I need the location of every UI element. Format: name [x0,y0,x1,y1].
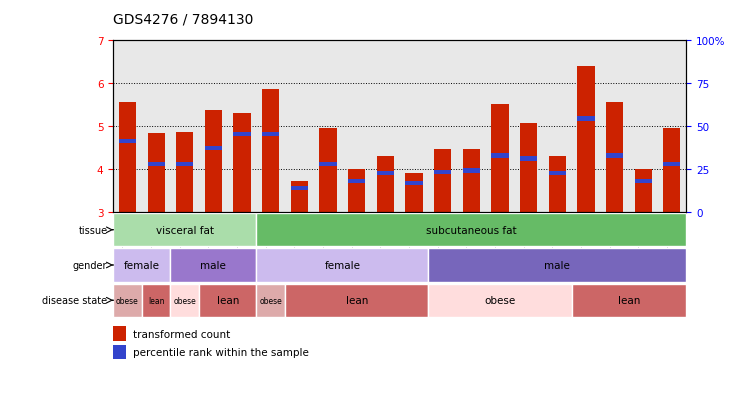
Bar [429,249,686,282]
Bar [405,181,423,186]
Bar [113,249,171,282]
Bar [176,162,193,166]
Text: obese: obese [116,296,139,305]
Bar [664,129,680,213]
Bar [577,117,594,121]
Bar [256,214,686,247]
Bar [256,284,285,317]
Text: lean: lean [618,295,640,306]
Bar [256,249,429,282]
Bar [119,102,136,213]
Bar [205,111,222,213]
Bar [463,169,480,173]
Bar [113,214,256,247]
Bar [291,181,308,213]
Bar [285,284,429,317]
Bar [262,89,280,213]
Bar [348,180,365,184]
Bar [113,345,126,359]
Text: transformed count: transformed count [134,329,231,339]
Text: lean: lean [345,295,368,306]
Bar [171,249,256,282]
Bar [348,170,365,213]
Bar [234,114,250,213]
Bar [320,162,337,166]
Bar [434,171,451,175]
Text: obese: obese [174,296,196,305]
Text: gender: gender [73,260,107,271]
Bar [119,140,136,144]
Bar [113,284,142,317]
Text: male: male [545,260,570,271]
Bar [634,180,652,184]
Bar [520,123,537,213]
Text: visceral fat: visceral fat [155,225,214,235]
Text: male: male [201,260,226,271]
Bar [234,133,250,137]
Bar [113,326,126,341]
Bar [171,284,199,317]
Bar [549,171,566,176]
Bar [291,187,308,191]
Bar [664,163,680,167]
Bar [606,102,623,213]
Bar [491,105,509,213]
Bar [377,156,394,213]
Text: subcutaneous fat: subcutaneous fat [426,225,517,235]
Text: female: female [124,260,160,271]
Bar [176,133,193,213]
Bar [520,157,537,161]
Bar [377,171,394,176]
Bar [262,133,280,137]
Text: lean: lean [217,295,239,306]
Text: percentile rank within the sample: percentile rank within the sample [134,347,309,357]
Bar [147,133,165,213]
Bar [205,146,222,151]
Bar [320,129,337,213]
Text: GDS4276 / 7894130: GDS4276 / 7894130 [113,12,253,26]
Text: obese: obese [484,295,515,306]
Bar [491,154,509,158]
Bar [577,67,594,213]
Bar [634,169,652,213]
Bar [147,163,165,167]
Text: female: female [324,260,361,271]
Bar [463,150,480,213]
Bar [429,284,572,317]
Bar [606,154,623,158]
Text: tissue: tissue [78,225,107,235]
Bar [434,149,451,213]
Bar [142,284,171,317]
Bar [549,156,566,213]
Bar [199,284,256,317]
Text: lean: lean [148,296,164,305]
Bar [405,173,423,213]
Text: disease state: disease state [42,295,107,306]
Text: obese: obese [259,296,282,305]
Bar [572,284,686,317]
